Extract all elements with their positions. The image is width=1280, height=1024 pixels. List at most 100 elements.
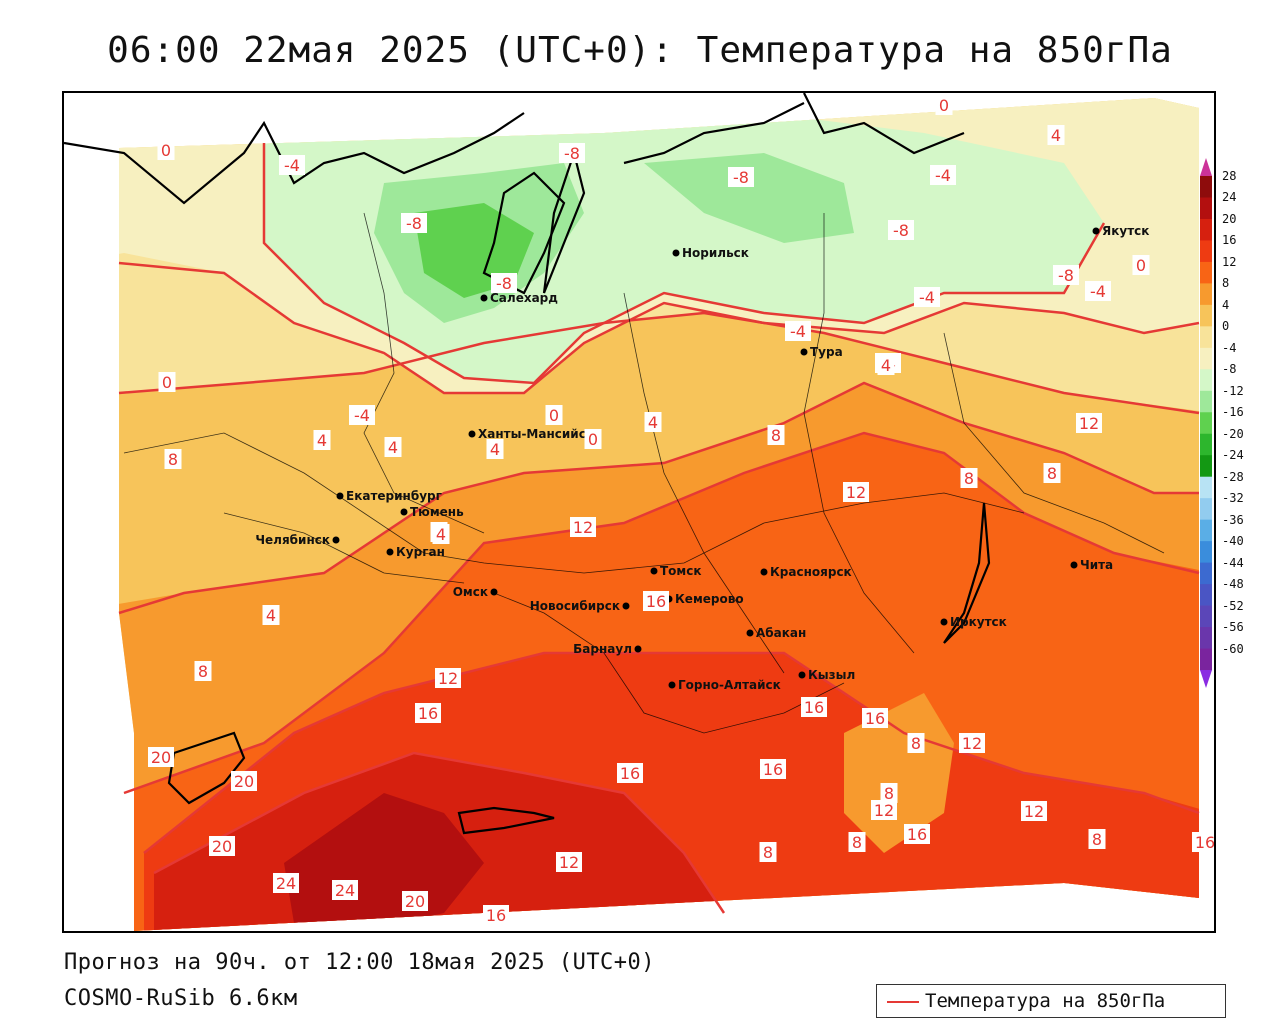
colorbar-cell [1200, 240, 1212, 263]
isotherm-label-text: -4 [1090, 282, 1106, 301]
city-markers: Норильск Якутск Салехард Тура Ханты-Мансийск… [255, 224, 1149, 692]
city-marker: Екатеринбург [336, 489, 442, 503]
isotherm-label-bg [209, 836, 235, 856]
isoline-labels: 0-4-8-8-8-8-804-4-4-80-4-4-404-404044488… [148, 95, 1214, 925]
colorbar-tick-label: -24 [1222, 448, 1244, 463]
isotherm-label-text: 8 [763, 843, 773, 862]
temperature-map[interactable]: Норильск Якутск Салехард Тура Ханты-Мансийск… [62, 91, 1216, 933]
isotherm-label-bg [785, 321, 811, 341]
isotherm-label-text: 4 [490, 440, 500, 459]
colorbar-tick-label: -4 [1222, 340, 1237, 355]
colorbar-cell [1200, 519, 1212, 542]
isotherm-label-bg [584, 429, 602, 449]
isotherm-label-bg [959, 733, 985, 753]
isotherm-label-text: 16 [907, 825, 927, 844]
isotherm-value-label: 20 [209, 836, 235, 856]
isotherm-value-label: 12 [871, 800, 897, 820]
isotherm-label-text: 0 [1136, 256, 1146, 275]
isotherm-label-bg [960, 468, 978, 488]
isotherm-value-label: 4 [313, 430, 331, 450]
isotherm-label-text: 8 [771, 426, 781, 445]
colorbar-cell [1200, 176, 1212, 198]
isotherm-value-label: -4 [914, 287, 940, 307]
city-dot [622, 602, 630, 610]
isotherm-value-label: 20 [402, 891, 428, 911]
city-label: Горно-Алтайск [678, 678, 781, 692]
isotherm-label-bg [435, 668, 461, 688]
forecast-note: Прогноз на 90ч. от 12:00 18мая 2025 (UTC… [64, 950, 656, 975]
city-dot [940, 618, 948, 626]
isotherm-value-label: 8 [194, 661, 212, 681]
isotherm-value-label: 4 [486, 439, 504, 459]
isotherm-value-label: -4 [349, 405, 375, 425]
isotherm-label-text: -4 [935, 166, 951, 185]
colorbar-cell [1200, 605, 1212, 628]
isotherm-label-bg [349, 405, 375, 425]
city-dot [800, 348, 808, 356]
isotherm-label-text: 4 [266, 606, 276, 625]
isotherm-value-label: 16 [760, 759, 786, 779]
isotherm-value-label: 16 [1192, 832, 1214, 852]
isotherm-label-bg [148, 747, 174, 767]
isotherm-value-label: 4 [1047, 125, 1065, 145]
isotherm-label-bg [617, 763, 643, 783]
isotherm-label-text: 8 [964, 469, 974, 488]
city-label: Абакан [756, 626, 806, 640]
isotherm-value-label: 12 [959, 733, 985, 753]
isotherm-label-bg [483, 905, 509, 925]
isotherm-value-label: -8 [491, 273, 517, 293]
colorbar-cell [1200, 627, 1212, 649]
isotherm-label-text: 12 [874, 801, 894, 820]
isotherm-label-text: 0 [162, 373, 172, 392]
city-dot [798, 671, 806, 679]
city-marker: Тюмень [400, 505, 464, 519]
isotherm-label-text: 12 [559, 853, 579, 872]
city-dot [490, 588, 498, 596]
isotherm-label-bg [1085, 281, 1111, 301]
colorbar-cell [1200, 412, 1212, 435]
city-label: Новосибирск [530, 599, 620, 613]
colorbar-cell [1200, 498, 1212, 521]
isotherm-label-bg [559, 143, 585, 163]
isotherm-label-bg [273, 873, 299, 893]
isotherm-label-text: 16 [486, 906, 506, 925]
city-label: Якутск [1102, 224, 1149, 238]
colorbar-cell [1200, 455, 1212, 478]
isotherm-value-label: 4 [432, 524, 450, 544]
isotherm-value-label: 16 [862, 708, 888, 728]
colorbar-cell [1200, 584, 1212, 606]
coastlines [64, 93, 991, 835]
isotherm-value-label: 12 [570, 517, 596, 537]
lake-balkhash [457, 806, 555, 835]
isotherm-value-label: 8 [767, 425, 785, 445]
isotherm-label-text: 16 [804, 698, 824, 717]
isotherm-label-bg [1047, 125, 1065, 145]
isotherm-label-bg [279, 155, 305, 175]
colorbar-tick-label: -44 [1222, 555, 1244, 570]
isotherm-label-bg [384, 437, 402, 457]
city-label: Тюмень [410, 505, 464, 519]
isotherm-label-bg [1021, 801, 1047, 821]
isotherm-label-bg [1053, 265, 1079, 285]
isotherm-value-label: 12 [843, 482, 869, 502]
isotherm-label-text: 4 [317, 431, 327, 450]
city-marker: Салехард [480, 291, 558, 305]
isotherm-label-bg [157, 140, 175, 160]
isotherm-value-label: 16 [415, 703, 441, 723]
city-dot [480, 294, 488, 302]
city-label: Томск [660, 564, 702, 578]
city-label: Екатеринбург [346, 489, 442, 503]
isotherm-value-label: 24 [273, 873, 299, 893]
isotherm-value-label: 12 [1021, 801, 1047, 821]
isotherm-label-bg [848, 832, 866, 852]
city-marker: Кызыл [798, 668, 855, 682]
isotherm-value-label: 8 [960, 468, 978, 488]
isotherm-label-text: 16 [620, 764, 640, 783]
isotherm-label-bg [194, 661, 212, 681]
isotherm-value-label: 16 [617, 763, 643, 783]
isotherm-label-bg [801, 697, 827, 717]
isotherm-label-bg [767, 425, 785, 445]
city-dot [400, 508, 408, 516]
map-canvas: Норильск Якутск Салехард Тура Ханты-Мансийск… [64, 93, 1214, 931]
isotherm-label-bg [728, 167, 754, 187]
